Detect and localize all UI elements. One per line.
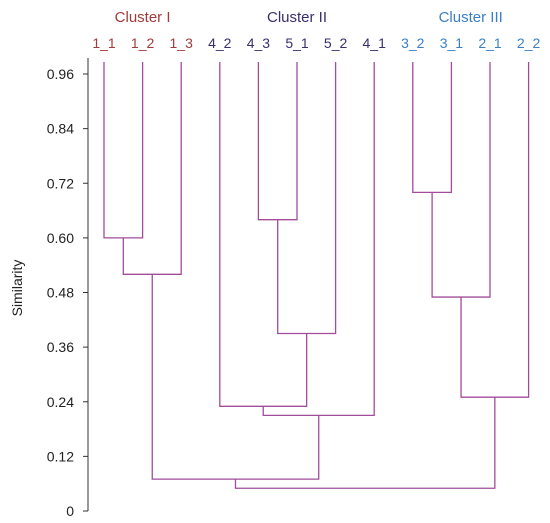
y-tick-label: 0.72 — [47, 175, 74, 191]
leaf-labels: 1_1 1_2 1_3 4_2 4_3 5_1 5_2 4_1 3_2 3_1 2_1 2_2 — [92, 35, 540, 51]
y-axis: 0 0.12 0.24 0.36 0.48 0.60 0.72 0.84 0.96 — [47, 58, 89, 519]
cluster-label: Cluster I — [115, 9, 171, 26]
dendrogram-link — [460, 62, 530, 398]
leaf-label: 2_1 — [478, 35, 502, 51]
leaf-label: 4_3 — [247, 35, 271, 51]
y-tick-label: 0.36 — [47, 339, 74, 355]
dendrogram-link — [219, 62, 308, 407]
leaf-label: 2_2 — [517, 35, 541, 51]
dendrogram-link — [122, 62, 182, 275]
dendrogram-link — [103, 62, 144, 239]
dendrogram-link — [151, 274, 320, 480]
dendrogram-link — [431, 62, 491, 298]
dendrogram-link — [257, 62, 298, 221]
leaf-label: 4_2 — [208, 35, 232, 51]
leaf-label: 1_3 — [170, 35, 194, 51]
dendrogram-link — [234, 397, 496, 489]
y-tick-label: 0.48 — [47, 285, 74, 301]
cluster-labels: Cluster I Cluster II Cluster III — [115, 9, 503, 26]
leaf-label: 4_1 — [363, 35, 387, 51]
cluster-label: Cluster III — [439, 9, 503, 26]
leaf-label: 3_2 — [401, 35, 425, 51]
leaf-label: 3_1 — [440, 35, 464, 51]
y-tick-label: 0.24 — [47, 394, 74, 410]
dendrogram-link — [277, 62, 337, 335]
dendrogram-link — [412, 62, 453, 194]
leaf-label: 5_1 — [285, 35, 309, 51]
y-axis-title: Similarity — [9, 260, 25, 317]
y-tick-label: 0.96 — [47, 66, 74, 82]
leaf-label: 5_2 — [324, 35, 348, 51]
dendrogram-link — [262, 62, 375, 417]
y-tick-label: 0 — [66, 503, 74, 519]
y-tick-label: 0.60 — [47, 230, 74, 246]
leaf-label: 1_1 — [92, 35, 116, 51]
dendrogram-links — [103, 62, 530, 489]
cluster-label: Cluster II — [267, 9, 327, 26]
y-tick-label: 0.12 — [47, 448, 74, 464]
leaf-label: 1_2 — [131, 35, 155, 51]
y-tick-label: 0.84 — [47, 121, 74, 137]
